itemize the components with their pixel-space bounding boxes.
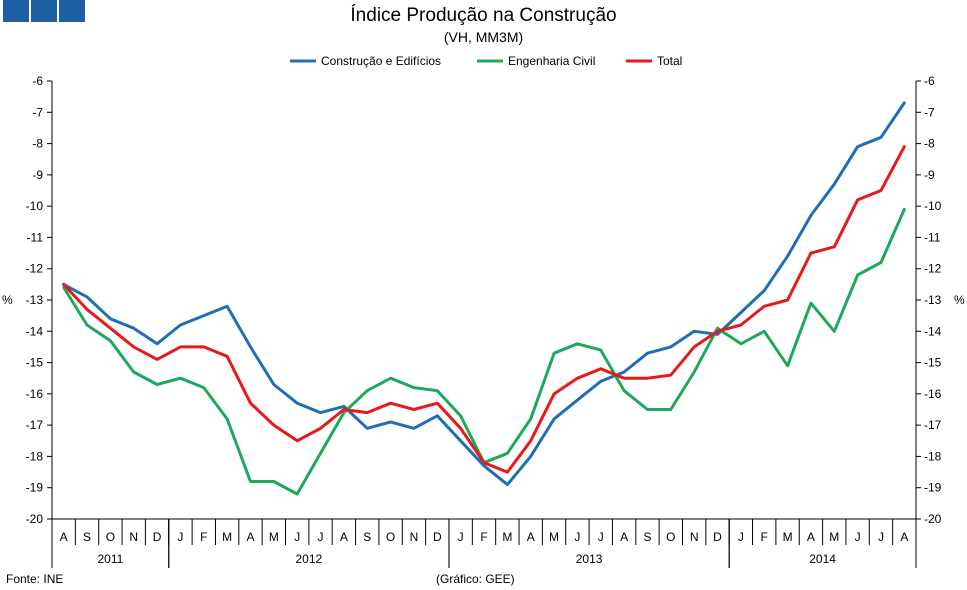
year-label: 2011 bbox=[97, 552, 123, 566]
month-label: D bbox=[153, 530, 162, 544]
legend-label: Construção e Edifícios bbox=[321, 54, 441, 68]
year-label: 2012 bbox=[296, 552, 323, 566]
logo-square-1 bbox=[3, 0, 29, 22]
y-tick-label-left: -15 bbox=[26, 356, 44, 370]
year-label: 2013 bbox=[576, 552, 603, 566]
month-label: N bbox=[129, 530, 138, 544]
y-tick-label-left: -8 bbox=[32, 137, 43, 151]
month-label: N bbox=[410, 530, 419, 544]
y-axis-label-left: % bbox=[2, 293, 13, 307]
y-tick-label-right: -10 bbox=[924, 199, 942, 213]
logo-square-3 bbox=[59, 0, 85, 22]
y-tick-label-right: -13 bbox=[924, 293, 942, 307]
y-tick-label-right: -17 bbox=[924, 418, 942, 432]
y-tick-label-left: -12 bbox=[26, 262, 44, 276]
month-label: A bbox=[807, 530, 815, 544]
y-tick-label-right: -18 bbox=[924, 449, 942, 463]
month-label: A bbox=[246, 530, 254, 544]
source-note: Fonte: INE bbox=[6, 572, 64, 586]
y-tick-label-right: -14 bbox=[924, 324, 942, 338]
month-label: J bbox=[574, 530, 580, 544]
series-line-engenharia-civil bbox=[62, 207, 906, 496]
y-tick-label-left: -19 bbox=[26, 481, 44, 495]
month-label: N bbox=[690, 530, 699, 544]
month-label: S bbox=[83, 530, 91, 544]
month-label: M bbox=[783, 530, 793, 544]
y-tick-label-right: -19 bbox=[924, 481, 942, 495]
chart-title: Índice Produção na Construção bbox=[350, 5, 617, 26]
month-label: M bbox=[502, 530, 512, 544]
month-label: O bbox=[666, 530, 675, 544]
y-tick-label-right: -8 bbox=[924, 137, 935, 151]
legend-label: Engenharia Civil bbox=[508, 54, 595, 68]
month-label: J bbox=[458, 530, 464, 544]
month-label: D bbox=[713, 530, 722, 544]
y-tick-label-left: -10 bbox=[26, 199, 44, 213]
month-label: A bbox=[527, 530, 535, 544]
month-label: J bbox=[598, 530, 604, 544]
y-tick-label-left: -16 bbox=[26, 387, 44, 401]
month-label: F bbox=[200, 530, 207, 544]
y-tick-label-left: -11 bbox=[27, 230, 44, 244]
month-label: J bbox=[738, 530, 744, 544]
year-label: 2014 bbox=[809, 552, 836, 566]
month-label: F bbox=[761, 530, 768, 544]
month-label: M bbox=[222, 530, 232, 544]
month-label: J bbox=[177, 530, 183, 544]
month-label: A bbox=[900, 530, 908, 544]
y-tick-label-left: -13 bbox=[26, 293, 44, 307]
y-tick-label-left: -9 bbox=[32, 168, 43, 182]
y-axis-label-right: % bbox=[954, 293, 965, 307]
month-label: F bbox=[480, 530, 487, 544]
month-label: O bbox=[386, 530, 395, 544]
month-label: J bbox=[855, 530, 861, 544]
series-line-total bbox=[62, 145, 906, 474]
month-label: D bbox=[433, 530, 442, 544]
month-label: O bbox=[106, 530, 115, 544]
y-tick-label-right: -16 bbox=[924, 387, 942, 401]
month-label: S bbox=[643, 530, 651, 544]
y-tick-label-right: -20 bbox=[924, 512, 942, 526]
chart-credit: (Gráfico: GEE) bbox=[436, 572, 515, 586]
y-tick-label-left: -7 bbox=[32, 105, 43, 119]
y-tick-label-left: -18 bbox=[26, 449, 44, 463]
y-tick-label-left: -17 bbox=[26, 418, 44, 432]
month-label: J bbox=[318, 530, 324, 544]
y-tick-label-right: -7 bbox=[924, 105, 935, 119]
month-label: A bbox=[620, 530, 628, 544]
y-tick-label-right: -12 bbox=[924, 262, 942, 276]
month-label: J bbox=[294, 530, 300, 544]
month-label: A bbox=[340, 530, 348, 544]
month-label: A bbox=[60, 530, 68, 544]
y-tick-label-right: -6 bbox=[924, 74, 935, 88]
y-tick-label-right: -15 bbox=[924, 356, 942, 370]
y-tick-label-left: -20 bbox=[26, 512, 44, 526]
month-label: M bbox=[269, 530, 279, 544]
month-label: M bbox=[829, 530, 839, 544]
series-line-constru-o-e-edif-cios bbox=[62, 101, 906, 487]
y-tick-label-right: -11 bbox=[924, 230, 941, 244]
chart-subtitle: (VH, MM3M) bbox=[443, 29, 524, 45]
month-label: S bbox=[363, 530, 371, 544]
y-tick-label-left: -6 bbox=[32, 74, 43, 88]
logo-square-2 bbox=[31, 0, 57, 22]
month-label: M bbox=[549, 530, 559, 544]
legend-label: Total bbox=[657, 54, 682, 68]
y-tick-label-left: -14 bbox=[26, 324, 44, 338]
month-label: J bbox=[878, 530, 884, 544]
y-tick-label-right: -9 bbox=[924, 168, 935, 182]
